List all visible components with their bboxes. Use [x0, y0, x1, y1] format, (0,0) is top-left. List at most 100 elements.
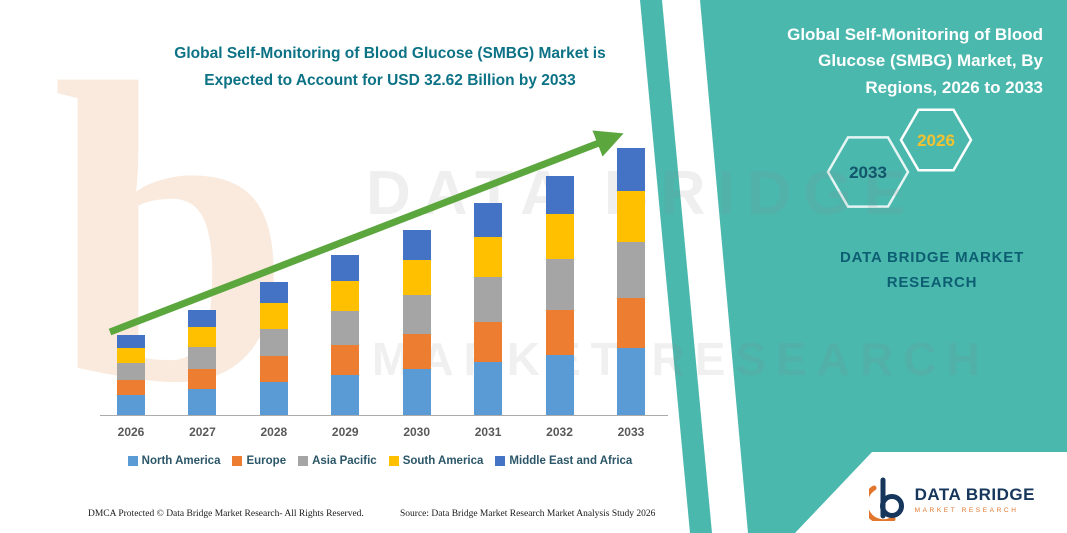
chart-title: Global Self-Monitoring of Blood Glucose …	[95, 40, 685, 94]
bar-segment-middle-east-and-africa	[474, 203, 503, 238]
x-axis-label-text: 2027	[189, 425, 216, 439]
x-axis-label-2027: 2027	[188, 425, 216, 439]
x-axis-label-2029: 2029	[331, 425, 359, 439]
x-axis-label-text: 2032	[546, 425, 573, 439]
legend-item-europe: Europe	[232, 455, 286, 467]
bar-segment-asia-pacific	[331, 310, 360, 345]
bar-2029	[331, 254, 360, 415]
bar-segment-north-america	[474, 362, 503, 415]
bar-segment-europe	[188, 369, 217, 389]
bar-segment-middle-east-and-africa	[402, 230, 431, 260]
x-axis-label-2031: 2031	[474, 425, 502, 439]
bar-2027	[188, 310, 217, 415]
bar-2033	[616, 148, 645, 415]
bar-segment-europe	[616, 297, 645, 349]
legend-label: South America	[402, 455, 484, 467]
bar-segment-middle-east-and-africa	[188, 310, 217, 328]
chart-legend: North America Europe Asia Pacific South Ame…	[85, 455, 675, 467]
hexagon-outline-front	[899, 108, 973, 172]
bar-segment-asia-pacific	[259, 328, 288, 357]
bar-segment-europe	[402, 333, 431, 369]
bar-segment-asia-pacific	[188, 347, 217, 370]
chart-title-line1: Global Self-Monitoring of Blood Glucose …	[174, 45, 606, 62]
logo-b-icon	[868, 477, 904, 521]
bar-segment-south-america	[474, 237, 503, 278]
bar-segment-asia-pacific	[117, 363, 145, 380]
bar-segment-south-america	[616, 190, 645, 242]
legend-item-north-america: North America	[127, 455, 221, 467]
x-axis-label-text: 2033	[617, 425, 645, 439]
bar-2030	[402, 230, 431, 415]
bar-2028	[259, 281, 288, 415]
bar-segment-asia-pacific	[616, 241, 645, 298]
x-axis-label-2028: 2028	[260, 425, 288, 439]
logo-company-subtitle: MARKET RESEARCH	[914, 506, 1019, 514]
hexagon-year-2026: 2026	[917, 131, 955, 150]
bar-segment-north-america	[616, 348, 645, 415]
bar-segment-north-america	[402, 368, 431, 415]
legend-label: North America	[141, 455, 221, 467]
legend-label: Europe	[246, 455, 287, 467]
x-axis-labels: 2026 2027 2028 2029 2030 2031 2032 2033	[117, 425, 645, 439]
chart-title-line2: Expected to Account for USD 32.62 Billio…	[204, 72, 576, 90]
x-axis-label-2030: 2030	[403, 425, 431, 439]
legend-label: Middle East and Africa	[509, 455, 633, 467]
source-note: Source: Data Bridge Market Research Mark…	[400, 509, 656, 519]
bar-segment-europe	[117, 379, 145, 395]
dmca-notice: DMCA Protected © Data Bridge Market Rese…	[88, 509, 364, 519]
x-axis-label-text: 2028	[260, 425, 288, 439]
legend-item-asia-pacific: Asia Pacific	[298, 455, 377, 467]
bar-segment-south-america	[331, 280, 360, 311]
hexagon-year-2033: 2033	[849, 163, 887, 182]
bar-segment-middle-east-and-africa	[117, 335, 145, 348]
bar-segment-middle-east-and-africa	[259, 281, 288, 304]
teal-diagonal-stripe	[640, 0, 712, 533]
legend-swatch	[232, 456, 243, 466]
legend-swatch	[388, 456, 399, 466]
x-axis-label-text: 2029	[331, 425, 359, 439]
legend-label: Asia Pacific	[312, 455, 377, 467]
bar-segment-middle-east-and-africa	[545, 175, 574, 214]
bar-segment-north-america	[259, 381, 288, 415]
stacked-bar-chart	[117, 123, 645, 415]
bar-segment-asia-pacific	[402, 294, 431, 334]
bar-2031	[474, 203, 503, 415]
bar-segment-south-america	[259, 303, 288, 329]
bar-2026	[117, 335, 145, 415]
bar-segment-middle-east-and-africa	[616, 148, 645, 191]
bar-segment-europe	[545, 309, 574, 356]
legend-swatch	[495, 456, 506, 466]
logo-company-name: DATA BRIDGE	[914, 484, 1035, 504]
bar-segment-europe	[474, 321, 503, 362]
teal-diagonal-band	[700, 0, 1067, 533]
x-axis-label-text: 2026	[117, 425, 145, 439]
bar-segment-north-america	[545, 355, 574, 415]
x-axis-label-2026: 2026	[117, 425, 145, 439]
bar-segment-north-america	[188, 388, 217, 415]
legend-item-middle-east-and-africa: Middle East and Africa	[495, 455, 632, 467]
bar-segment-asia-pacific	[474, 277, 503, 322]
legend-item-south-america: South America	[388, 455, 484, 467]
legend-swatch	[127, 456, 138, 466]
bar-2032	[545, 175, 574, 415]
bar-segment-south-america	[117, 347, 145, 364]
bar-segment-south-america	[545, 213, 574, 260]
bar-segment-asia-pacific	[545, 259, 574, 310]
brand-name-line2: RESEARCH	[886, 273, 978, 291]
logo-text: DATA BRIDGE MARKET RESEARCH	[915, 485, 1035, 514]
x-axis-label-text: 2031	[474, 425, 502, 439]
bar-segment-south-america	[402, 259, 431, 295]
right-panel-title: Global Self-Monitoring of Blood Glucose …	[787, 25, 1043, 97]
x-axis-label-text: 2030	[403, 425, 431, 439]
bar-segment-europe	[259, 356, 288, 382]
bar-segment-north-america	[331, 375, 360, 415]
brand-name-block: DATA BRIDGE MARKET RESEARCH	[822, 246, 1042, 296]
legend-swatch	[298, 456, 309, 466]
x-axis-label-2033: 2033	[617, 425, 645, 439]
x-axis-label-2032: 2032	[546, 425, 574, 439]
hexagon-outline-back	[826, 136, 910, 208]
x-axis-line	[100, 415, 668, 416]
brand-name-line1: DATA BRIDGE MARKET	[839, 249, 1025, 266]
